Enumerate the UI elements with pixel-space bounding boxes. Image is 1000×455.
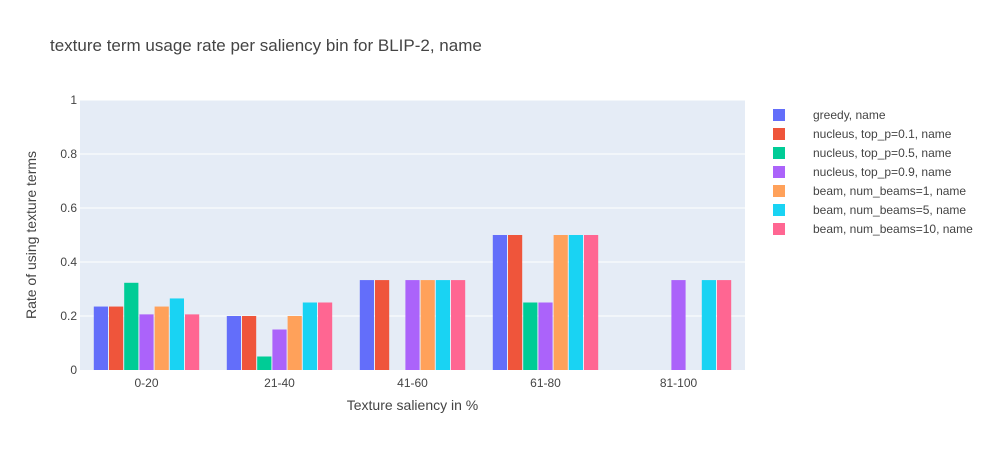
- bar[interactable]: [717, 280, 732, 370]
- legend-item[interactable]: nucleus, top_p=0.9, name: [773, 165, 952, 179]
- y-tick-label: 1: [70, 93, 77, 107]
- legend-label: beam, num_beams=5, name: [813, 203, 966, 217]
- bar[interactable]: [93, 306, 108, 370]
- y-tick-label: 0.8: [60, 147, 77, 161]
- bar[interactable]: [701, 280, 716, 370]
- legend-item[interactable]: beam, num_beams=1, name: [773, 184, 966, 198]
- y-tick-label: 0.6: [60, 201, 77, 215]
- bar[interactable]: [139, 314, 154, 370]
- x-tick-label: 0-20: [134, 376, 158, 390]
- bar[interactable]: [124, 282, 139, 370]
- bar[interactable]: [257, 356, 272, 371]
- y-tick-label: 0: [70, 363, 77, 377]
- y-axis-title: Rate of using texture terms: [23, 151, 39, 319]
- legend-label: beam, num_beams=10, name: [813, 222, 973, 236]
- bar[interactable]: [359, 280, 374, 370]
- legend-item[interactable]: greedy, name: [773, 108, 886, 122]
- legend-swatch: [773, 128, 785, 140]
- legend[interactable]: greedy, name nucleus, top_p=0.1, name nucl…: [773, 108, 973, 236]
- legend-swatch: [773, 147, 785, 159]
- bar[interactable]: [169, 298, 184, 370]
- bar[interactable]: [568, 235, 583, 370]
- legend-item[interactable]: beam, num_beams=10, name: [773, 222, 973, 236]
- bar[interactable]: [287, 316, 302, 370]
- legend-swatch: [773, 185, 785, 197]
- legend-item[interactable]: beam, num_beams=5, name: [773, 203, 966, 217]
- bar[interactable]: [538, 302, 553, 371]
- y-tick-label: 0.4: [60, 255, 77, 269]
- bar[interactable]: [420, 280, 435, 370]
- bar[interactable]: [523, 302, 538, 371]
- bar[interactable]: [272, 329, 287, 371]
- bar[interactable]: [451, 280, 466, 370]
- bar[interactable]: [109, 306, 124, 370]
- bar[interactable]: [584, 235, 599, 370]
- legend-item[interactable]: nucleus, top_p=0.5, name: [773, 146, 952, 160]
- bars: [93, 235, 732, 371]
- legend-swatch: [773, 166, 785, 178]
- legend-swatch: [773, 223, 785, 235]
- legend-label: beam, num_beams=1, name: [813, 184, 966, 198]
- x-axis-ticks: 0-20 21-40 41-60 61-80 81-100: [134, 376, 697, 390]
- bar[interactable]: [154, 306, 169, 370]
- y-axis-ticks: 0 0.2 0.4 0.6 0.8 1: [60, 93, 77, 377]
- bar[interactable]: [375, 280, 390, 370]
- bar[interactable]: [405, 280, 420, 370]
- legend-item[interactable]: nucleus, top_p=0.1, name: [773, 127, 952, 141]
- bar[interactable]: [318, 302, 333, 371]
- x-tick-label: 21-40: [264, 376, 295, 390]
- legend-label: greedy, name: [813, 108, 886, 122]
- chart-title: texture term usage rate per saliency bin…: [50, 36, 482, 55]
- legend-swatch: [773, 109, 785, 121]
- bar[interactable]: [492, 235, 507, 370]
- bar[interactable]: [185, 314, 200, 370]
- x-tick-label: 81-100: [660, 376, 698, 390]
- bar[interactable]: [508, 235, 523, 370]
- x-axis-title: Texture saliency in %: [347, 397, 479, 413]
- bar[interactable]: [302, 302, 317, 371]
- bar[interactable]: [226, 316, 241, 370]
- y-tick-label: 0.2: [60, 309, 77, 323]
- legend-label: nucleus, top_p=0.1, name: [813, 127, 952, 141]
- bar[interactable]: [435, 280, 450, 370]
- x-tick-label: 41-60: [397, 376, 428, 390]
- bar[interactable]: [242, 316, 257, 370]
- bar[interactable]: [671, 280, 686, 370]
- legend-swatch: [773, 204, 785, 216]
- bar[interactable]: [553, 235, 568, 370]
- legend-label: nucleus, top_p=0.9, name: [813, 165, 952, 179]
- x-tick-label: 61-80: [530, 376, 561, 390]
- legend-label: nucleus, top_p=0.5, name: [813, 146, 952, 160]
